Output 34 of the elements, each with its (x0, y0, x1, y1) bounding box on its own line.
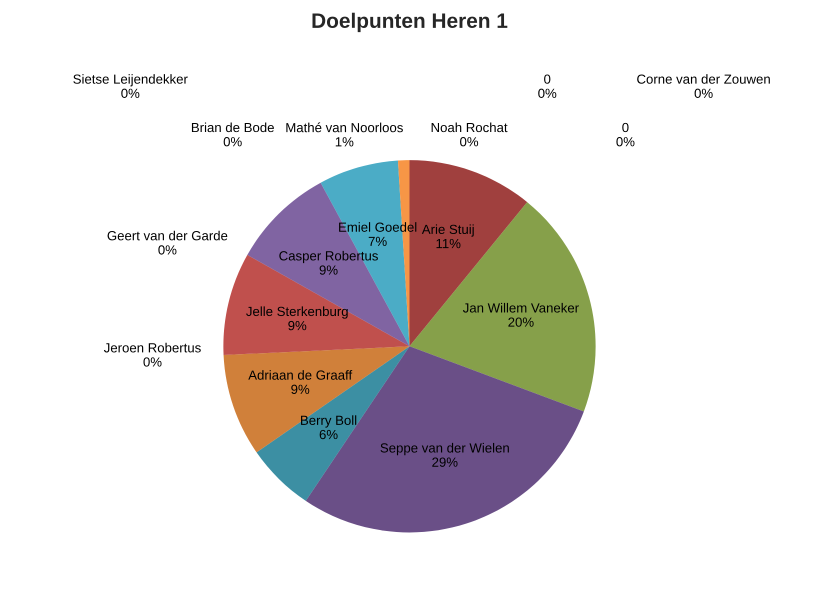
slice-label: Seppe van der Wielen (380, 442, 509, 456)
slice-label: Mathé van Noorloos (286, 122, 403, 132)
text: 0% (538, 88, 556, 98)
category-label: Noah Rochat (432, 122, 508, 132)
data-label: 9% (288, 320, 306, 330)
chart-title: Doelpunten Heren 1 (312, 12, 508, 32)
category-label: Sietse Leijendekker (73, 74, 188, 86)
text: 0% (158, 245, 176, 255)
data-label: 7% (368, 236, 387, 246)
text: 0% (121, 88, 140, 98)
text: 0% (224, 137, 242, 146)
category-label: Jeroen Robertus (104, 342, 201, 352)
slice-label: Arie Stuij (422, 224, 474, 237)
category-label: Corne van der Zouwen (637, 74, 770, 84)
text: 0% (143, 357, 162, 367)
category-label: Geert van der Garde (108, 230, 228, 240)
data-label: 11% (436, 238, 460, 248)
category-label: 0 (544, 74, 550, 84)
slice-label: Adriaan de Graaff (248, 370, 352, 380)
category-label: 0 (622, 122, 629, 132)
data-label: 20% (508, 317, 534, 327)
slice-label: Jelle Sterkenburg (246, 306, 348, 319)
data-label: 9% (320, 265, 338, 275)
data-label: 6% (320, 430, 338, 440)
slice-label: Berry Boll (301, 415, 356, 428)
data-label: 1% (336, 137, 354, 146)
text: 0% (460, 137, 478, 146)
category-label: Brian de Bode (192, 122, 274, 132)
slice-label: Casper Robertus (279, 250, 378, 264)
slice-label: Jan Willem Vaneker (462, 302, 579, 313)
data-label: 29% (432, 457, 458, 467)
text: 0% (694, 88, 713, 98)
text: 0% (616, 137, 634, 146)
data-label: 9% (291, 384, 310, 394)
